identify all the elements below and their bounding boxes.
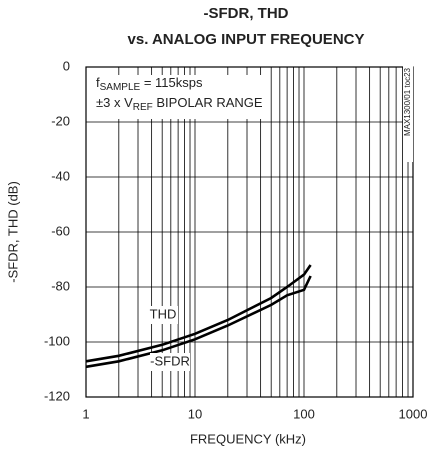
x-tick-label: 100: [293, 406, 315, 421]
y-tick-label: -60: [51, 223, 70, 238]
x-tick-label: 1: [82, 406, 89, 421]
series-label-bg: [148, 306, 178, 324]
series-label: THD: [150, 306, 177, 321]
side-note: MAX1300/01 toc23: [403, 67, 412, 136]
chart-title: -SFDR, THD: [204, 5, 289, 22]
chart-subtitle: vs. ANALOG INPUT FREQUENCY: [128, 31, 365, 48]
y-tick-label: 0: [63, 58, 70, 73]
annotation: fSAMPLE = 115ksps: [96, 75, 203, 92]
line-series: [85, 275, 312, 369]
side-note-bg: [403, 66, 413, 162]
annotation: ±3 x VREF BIPOLAR RANGE: [96, 95, 263, 112]
plot-area: 0 -20 -40 -60 -80 -100 -120 1 10 100 1000 THD -SFDR: [44, 58, 427, 421]
series-label: -SFDR: [150, 353, 190, 368]
y-tick-label: -100: [44, 333, 70, 348]
annotation-bg: [92, 75, 270, 119]
y-tick-label: -80: [51, 278, 70, 293]
x-tick-label: 1000: [399, 406, 428, 421]
y-axis-label: -SFDR, THD (dB): [5, 181, 20, 283]
y-tick-label: -40: [51, 168, 70, 183]
x-tick-label: 10: [188, 406, 202, 421]
line-series: [85, 264, 312, 363]
y-tick-label: -120: [44, 388, 70, 403]
series-label-bg: [150, 353, 190, 371]
x-axis-label: FREQUENCY (kHz): [190, 431, 306, 446]
y-tick-label: -20: [51, 113, 70, 128]
